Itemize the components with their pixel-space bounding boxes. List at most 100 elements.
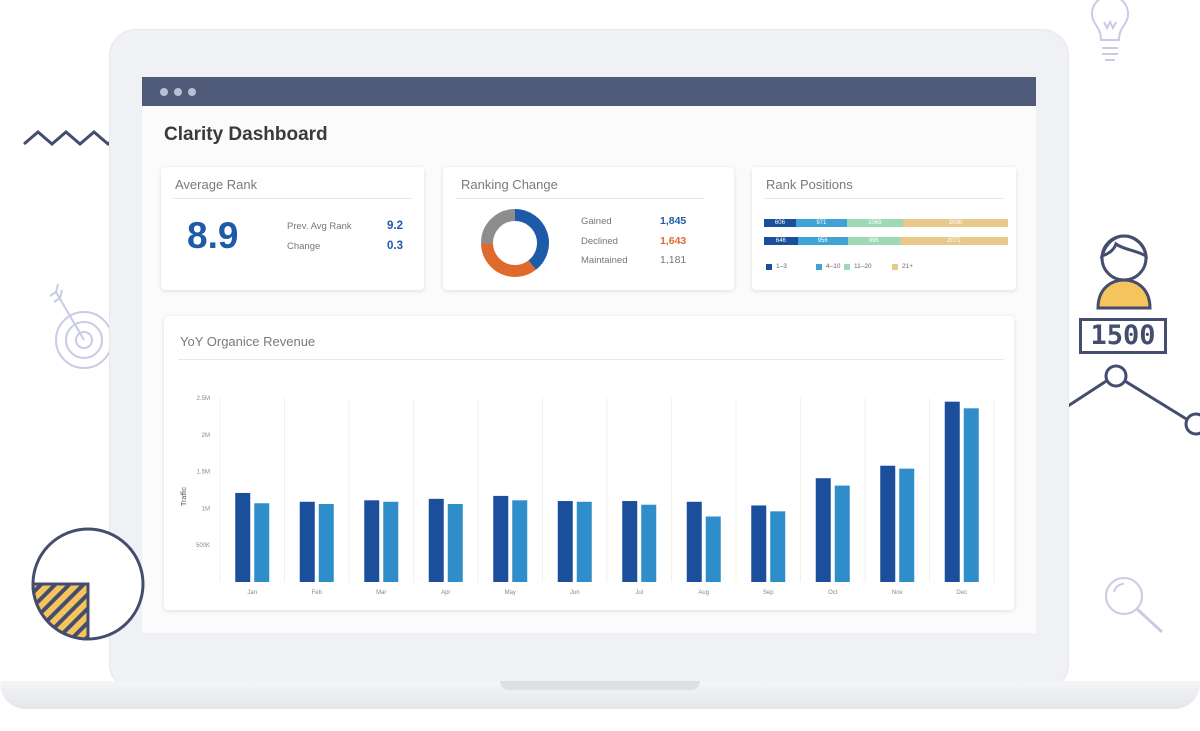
pie-chart-decoration bbox=[31, 527, 145, 641]
user-avatar-icon bbox=[1096, 234, 1152, 310]
legend-label: 1–3 bbox=[776, 263, 787, 270]
gained-value: 1,845 bbox=[660, 215, 687, 227]
bar-dec-previous[interactable] bbox=[963, 408, 979, 582]
ranking-change-donut bbox=[481, 209, 549, 277]
x-tick-label: Oct bbox=[828, 590, 838, 596]
bar-sep-current[interactable] bbox=[751, 505, 767, 582]
x-tick-label: Aug bbox=[698, 590, 709, 596]
bar-apr-previous[interactable] bbox=[447, 503, 463, 582]
magnifier-icon bbox=[1105, 577, 1164, 634]
divider bbox=[173, 198, 412, 199]
gained-label: Gained bbox=[581, 216, 612, 227]
rank-segment: 956 bbox=[797, 237, 848, 245]
legend-label: 4–10 bbox=[826, 263, 841, 270]
bar-jan-current[interactable] bbox=[235, 492, 251, 582]
window-titlebar bbox=[142, 77, 1036, 106]
legend-swatch bbox=[766, 264, 772, 270]
bar-nov-previous[interactable] bbox=[899, 468, 915, 582]
declined-label: Declined bbox=[581, 236, 618, 247]
rank-segment: 971 bbox=[795, 219, 847, 227]
bar-feb-previous[interactable] bbox=[318, 503, 334, 582]
bar-dec-current[interactable] bbox=[944, 401, 960, 582]
bar-jan-previous[interactable] bbox=[254, 503, 270, 582]
donut-slice-declined bbox=[481, 243, 536, 277]
donut-slice-gained bbox=[514, 209, 549, 270]
bar-jun-previous[interactable] bbox=[576, 501, 592, 582]
rank-segment: 996 bbox=[847, 237, 900, 245]
target-icon bbox=[49, 283, 113, 369]
bar-aug-current[interactable] bbox=[686, 501, 702, 582]
y-tick-label: 1M bbox=[202, 506, 210, 512]
page-title: Clarity Dashboard bbox=[164, 124, 328, 145]
change-value: 0.3 bbox=[387, 240, 403, 252]
bar-nov-current[interactable] bbox=[880, 465, 896, 582]
dashboard-screen: Clarity Dashboard Average Rank 8.9 Prev.… bbox=[142, 77, 1036, 633]
average-rank-card[interactable]: Average Rank 8.9 Prev. Avg Rank 9.2 Chan… bbox=[161, 167, 424, 290]
y-tick-label: 2M bbox=[202, 433, 210, 439]
bar-jun-current[interactable] bbox=[557, 501, 573, 582]
ranking-change-title: Ranking Change bbox=[461, 177, 558, 192]
x-tick-label: Mar bbox=[376, 590, 386, 596]
bar-apr-current[interactable] bbox=[428, 498, 444, 582]
maintained-value: 1,181 bbox=[660, 254, 687, 266]
legend-label: 11–20 bbox=[854, 263, 872, 270]
donut-slice-maintained bbox=[481, 209, 516, 244]
window-dot-icon[interactable] bbox=[160, 88, 168, 96]
x-tick-label: Sep bbox=[763, 590, 774, 596]
rank-positions-card[interactable]: Rank Positions 606 971 1068 2000 646 956 996 20… bbox=[752, 167, 1016, 290]
x-tick-label: Jun bbox=[570, 590, 580, 596]
bar-oct-current[interactable] bbox=[815, 478, 831, 582]
bar-may-current[interactable] bbox=[493, 495, 509, 582]
bar-sep-previous[interactable] bbox=[770, 511, 786, 582]
maintained-label: Maintained bbox=[581, 255, 628, 266]
prev-avg-rank-value: 9.2 bbox=[387, 220, 403, 232]
x-tick-label: Feb bbox=[312, 590, 323, 596]
legend-label: 21+ bbox=[902, 263, 914, 270]
legend-swatch bbox=[816, 264, 822, 270]
network-lines-decoration bbox=[1067, 364, 1200, 436]
divider bbox=[764, 198, 1004, 199]
average-rank-value: 8.9 bbox=[187, 215, 239, 256]
legend-swatch bbox=[844, 264, 850, 270]
bar-jul-current[interactable] bbox=[622, 501, 638, 582]
x-tick-label: Jan bbox=[247, 590, 257, 596]
bar-mar-previous[interactable] bbox=[383, 501, 399, 582]
declined-value: 1,643 bbox=[660, 235, 687, 247]
score-badge-text: 1500 bbox=[1090, 320, 1156, 351]
y-tick-label: 500K bbox=[196, 543, 210, 549]
bar-mar-current[interactable] bbox=[364, 500, 380, 582]
bar-may-previous[interactable] bbox=[512, 500, 528, 582]
legend-swatch bbox=[892, 264, 898, 270]
laptop-notch bbox=[500, 681, 700, 690]
divider bbox=[455, 198, 704, 199]
revenue-bar-chart: 500K 1M 1.5M 2M 2.5M Traffic Jan Feb Mar Apr May Ju… bbox=[181, 396, 995, 596]
x-tick-label: Jul bbox=[635, 590, 643, 596]
lightbulb-icon bbox=[1091, 0, 1129, 61]
y-axis-label: Traffic bbox=[181, 486, 188, 506]
rank-segment: 1068 bbox=[846, 219, 903, 227]
rank-segment: 2000 bbox=[902, 219, 1008, 227]
bar-feb-current[interactable] bbox=[299, 501, 315, 582]
x-tick-label: Dec bbox=[956, 590, 967, 596]
bar-aug-previous[interactable] bbox=[705, 516, 721, 582]
revenue-chart-title: YoY Organice Revenue bbox=[180, 334, 316, 349]
ranking-change-card[interactable]: Ranking Change Gained 1,845 Declined 1,6… bbox=[443, 167, 734, 290]
rank-segment: 646 bbox=[764, 237, 798, 245]
window-dot-icon[interactable] bbox=[188, 88, 196, 96]
revenue-chart-card[interactable]: YoY Organice Revenue 500K 1M 1.5M 2M 2.5M Tra… bbox=[164, 316, 1014, 610]
x-tick-label: May bbox=[505, 590, 516, 596]
score-badge: 1500 bbox=[1079, 318, 1167, 354]
average-rank-title: Average Rank bbox=[175, 177, 258, 192]
divider bbox=[178, 359, 1004, 360]
bar-oct-previous[interactable] bbox=[834, 485, 850, 582]
rank-positions-title: Rank Positions bbox=[766, 177, 853, 192]
prev-avg-rank-label: Prev. Avg Rank bbox=[287, 221, 352, 232]
x-tick-label: Apr bbox=[441, 590, 450, 596]
rank-segment: 2071 bbox=[899, 237, 1008, 245]
y-tick-label: 1.5M bbox=[197, 470, 210, 476]
window-dot-icon[interactable] bbox=[174, 88, 182, 96]
x-tick-label: Nov bbox=[892, 590, 903, 596]
bar-jul-previous[interactable] bbox=[641, 504, 657, 582]
rank-segment: 606 bbox=[764, 219, 796, 227]
change-label: Change bbox=[287, 241, 321, 252]
